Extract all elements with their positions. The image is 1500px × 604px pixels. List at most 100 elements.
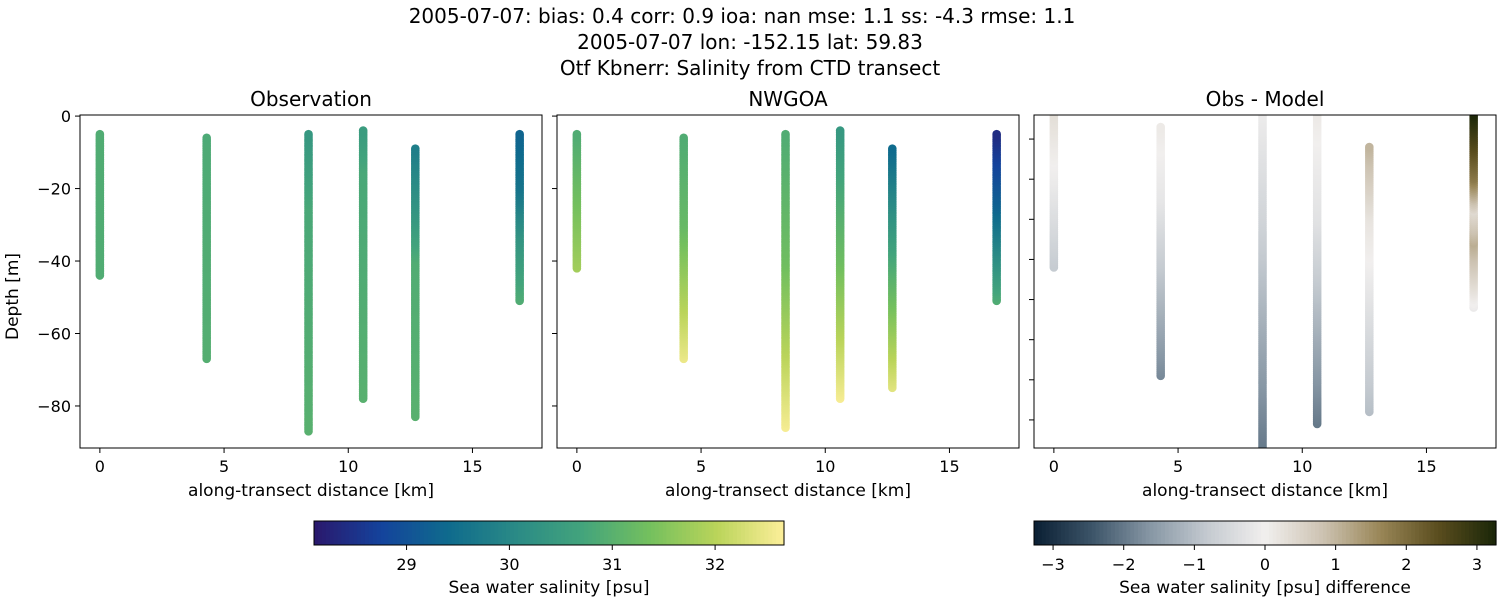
colorbar-segment [1376, 521, 1382, 545]
colorbar-segment [1291, 521, 1297, 545]
colorbar-segment [740, 521, 746, 545]
colorbar-segment [564, 521, 570, 545]
colorbar-segment [1214, 521, 1220, 545]
colorbar-segment [639, 521, 644, 545]
colorbar-segment [380, 521, 386, 545]
colorbar-segment [776, 521, 781, 545]
colorbar-segment [482, 521, 487, 545]
data-point [992, 129, 1001, 139]
profile-column-5 [992, 129, 1001, 306]
colorbar-segment [1307, 521, 1312, 545]
x-tick-label: 0 [572, 457, 582, 476]
colorbar-segment [627, 521, 632, 545]
colorbar-segment [1203, 521, 1208, 545]
colorbar-segment [1415, 521, 1420, 545]
colorbar-tick-label: 2 [1401, 555, 1411, 574]
colorbar-segment [1345, 521, 1351, 545]
x-tick-label: 15 [939, 457, 959, 476]
colorbar-segment [658, 521, 664, 545]
colorbar-segment [353, 521, 358, 545]
colorbar-segment [1330, 521, 1335, 545]
colorbar-segment [1303, 521, 1308, 545]
colorbar-segment [1392, 521, 1397, 545]
colorbar-segment [1276, 521, 1281, 545]
data-point [572, 129, 582, 139]
y-tick-label: −60 [37, 324, 71, 343]
data-point [1365, 142, 1374, 152]
profile-column-4 [1365, 142, 1374, 417]
colorbar-segment [451, 521, 456, 545]
colorbar-segment [1422, 521, 1428, 545]
colorbar-segment [1230, 521, 1235, 545]
colorbar-segment [396, 521, 401, 545]
colorbar-segment [1442, 521, 1447, 545]
colorbar-segment [682, 521, 687, 545]
colorbar-segment [1430, 521, 1435, 545]
colorbar-segment [1188, 521, 1193, 545]
colorbar-segment [666, 521, 672, 545]
colorbar-segment [1180, 521, 1185, 545]
colorbar-segment [533, 521, 538, 545]
colorbar-segment [1388, 521, 1393, 545]
data-point [202, 133, 211, 143]
colorbar-segment [1372, 521, 1378, 545]
colorbar-segment [1419, 521, 1424, 545]
colorbar-segment [752, 521, 758, 545]
colorbar-segment [611, 521, 617, 545]
colorbar-segment [1164, 521, 1170, 545]
colorbar-segment [529, 521, 534, 545]
colorbar-segment [584, 521, 589, 545]
colorbar-segment [435, 521, 440, 545]
colorbar-segment [314, 521, 319, 545]
colorbar-segment [768, 521, 773, 545]
y-tick-label: 0 [61, 107, 71, 126]
colorbar-segment [744, 521, 750, 545]
colorbar-segment [447, 521, 452, 545]
colorbar-segment [1145, 521, 1151, 545]
colorbar-segment [560, 521, 566, 545]
colorbar-segment [1126, 521, 1131, 545]
colorbar-segment [470, 521, 476, 545]
colorbar-segment [1234, 521, 1239, 545]
colorbar-1: 29 30 31 32 Sea water salinity [psu] [313, 520, 785, 598]
colorbar-segment [1311, 521, 1316, 545]
profile-column-0 [572, 129, 582, 273]
subplot-title: Obs - Model [1206, 87, 1325, 111]
colorbar-segment [517, 521, 523, 545]
figure-title-line-3: Otf Kbnerr: Salinity from CTD transect [560, 56, 941, 80]
colorbar-segment [1095, 521, 1101, 545]
colorbar-tick-label: 3 [1472, 555, 1482, 574]
colorbar-segment [643, 521, 648, 545]
colorbar-segment [1476, 521, 1482, 545]
colorbar-segment [1380, 521, 1385, 545]
colorbar-segment [1157, 521, 1162, 545]
profile-column-0 [95, 129, 105, 280]
colorbar-segment [423, 521, 429, 545]
colorbar-segment [1122, 521, 1127, 545]
colorbar-segment [321, 521, 327, 545]
data-points [1049, 115, 1478, 448]
colorbar-segment [1395, 521, 1401, 545]
colorbar-segment [455, 521, 460, 545]
colorbar-segment [1049, 521, 1054, 545]
y-axis-label: Depth [m] [3, 253, 23, 340]
data-point [304, 129, 313, 139]
axes-frame [1033, 114, 1497, 449]
colorbar-segment [1334, 521, 1339, 545]
colorbar-tick-label: 29 [396, 555, 416, 574]
colorbar-segment [376, 521, 382, 545]
colorbar-segment [556, 521, 562, 545]
colorbar-segment [1399, 521, 1405, 545]
profile-column-3 [358, 126, 368, 404]
axes-frame [79, 114, 543, 449]
colorbar-segment [486, 521, 491, 545]
colorbar-segment [1091, 521, 1097, 545]
colorbar-segment [337, 521, 343, 545]
colorbar-segment [1238, 521, 1243, 545]
colorbar-segment [693, 521, 699, 545]
colorbar-segment [1365, 521, 1370, 545]
colorbar-segment [317, 521, 323, 545]
colorbar-segment [1384, 521, 1389, 545]
colorbar-segment [576, 521, 581, 545]
